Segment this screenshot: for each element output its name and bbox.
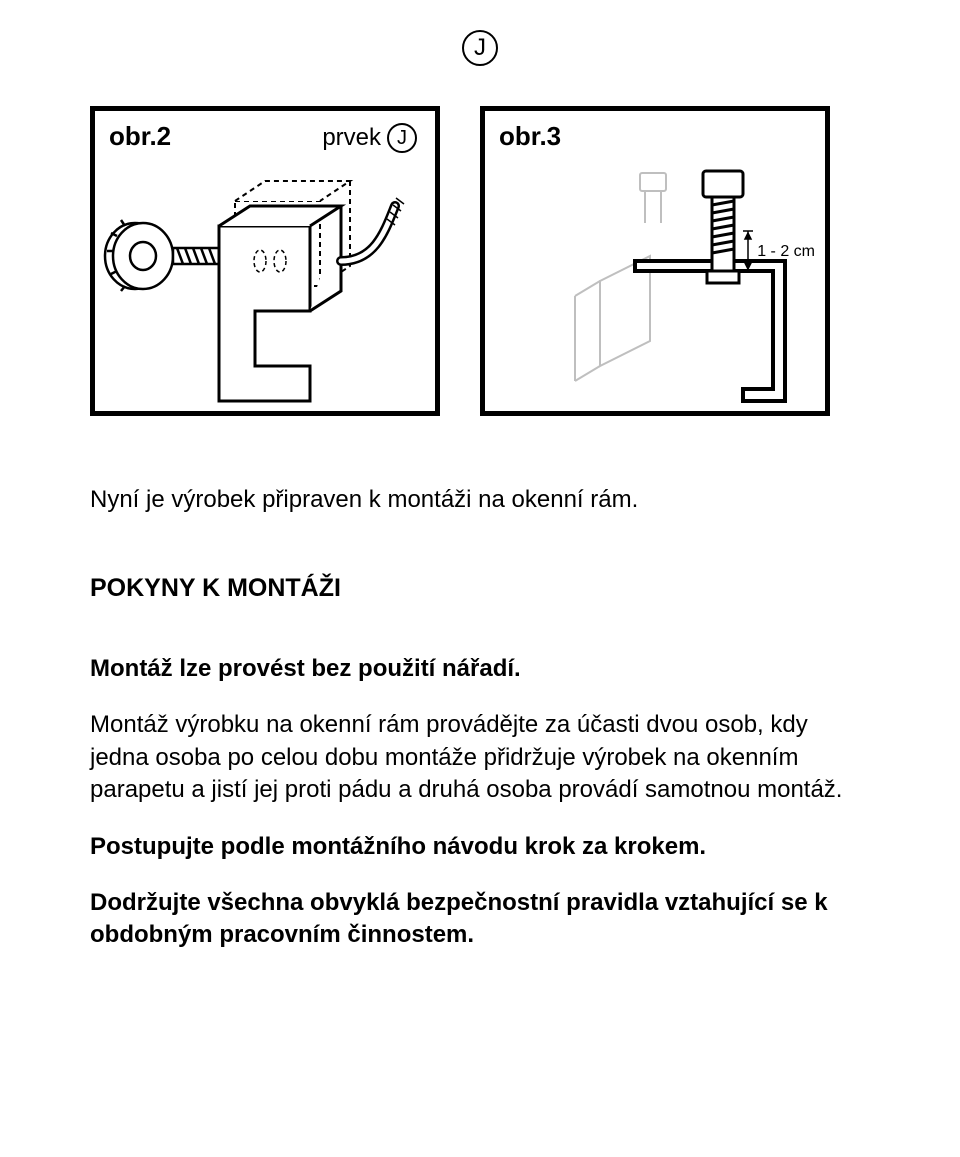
paragraph-2: Montáž výrobku na okenní rám provádějte … (90, 709, 870, 806)
page-letter-badge: J (90, 30, 870, 66)
figures-row: obr.2 prvek J (90, 106, 870, 416)
clamp-illustration-icon (95, 111, 435, 411)
section-heading: POKYNY K MONTÁŽI (90, 574, 870, 603)
figure-obr2: obr.2 prvek J (90, 106, 440, 416)
intro-text: Nyní je výrobek připraven k montáži na o… (90, 486, 870, 514)
paragraph-3: Postupujte podle montážního návodu krok … (90, 831, 870, 863)
paragraph-1: Montáž lze provést bez použití nářadí. (90, 653, 870, 685)
circle-letter-j: J (462, 30, 498, 66)
figure-obr3: obr.3 1 - 2 cm (480, 106, 830, 416)
bracket-bolt-illustration-icon (485, 111, 825, 411)
paragraph-4: Dodržujte všechna obvyklá bezpečnostní p… (90, 887, 870, 952)
